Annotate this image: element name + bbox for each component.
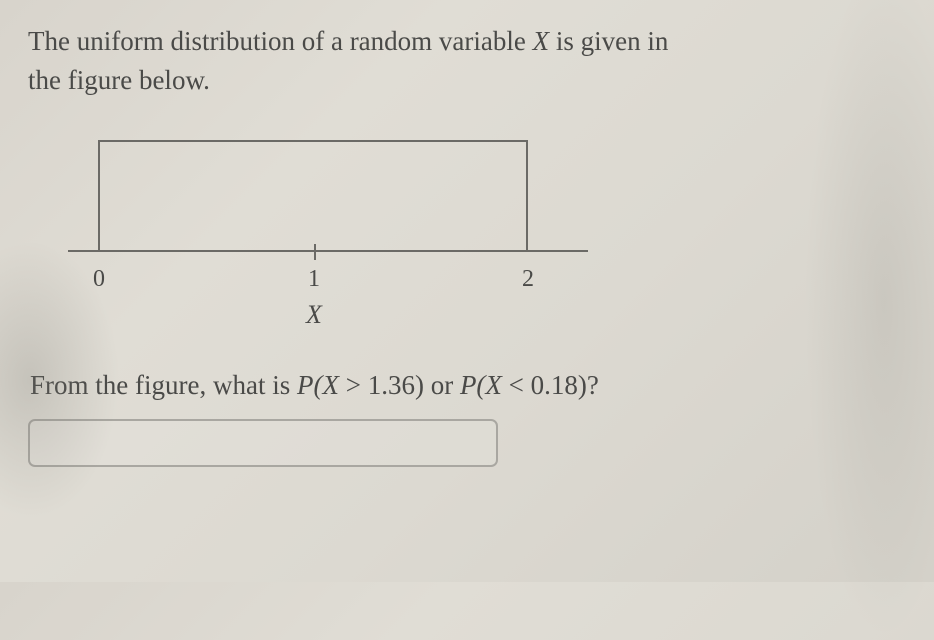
- axis-label-x: X: [306, 300, 322, 330]
- lt-sign: <: [502, 370, 531, 400]
- value-2: 0.18: [531, 370, 578, 400]
- gt-sign: >: [339, 370, 368, 400]
- answer-input[interactable]: [28, 419, 498, 467]
- uniform-distribution-figure: 0 1 2 X: [68, 140, 588, 252]
- x-axis: 0 1 2 X: [68, 250, 588, 252]
- or-text: or: [424, 370, 460, 400]
- question-prefix: From the figure, what is: [30, 370, 297, 400]
- question-mark: ?: [587, 370, 599, 400]
- prompt-suffix: is given in: [549, 26, 668, 56]
- tick-label-0: 0: [93, 266, 105, 293]
- problem-statement: The uniform distribution of a random var…: [28, 22, 906, 100]
- p1-close: ): [415, 370, 424, 400]
- p2-open: P(X: [460, 370, 502, 400]
- prompt-line2: the figure below.: [28, 65, 210, 95]
- question-text: From the figure, what is P(X > 1.36) or …: [30, 370, 906, 401]
- value-1: 1.36: [368, 370, 415, 400]
- p1-open: P(X: [297, 370, 339, 400]
- tick-label-1: 1: [308, 266, 320, 293]
- prompt-prefix: The uniform distribution of a random var…: [28, 26, 533, 56]
- tick-label-2: 2: [522, 266, 534, 293]
- variable-x: X: [533, 26, 550, 56]
- tick-mark-1: [314, 244, 316, 260]
- p2-close: ): [578, 370, 587, 400]
- distribution-rectangle: [98, 140, 528, 250]
